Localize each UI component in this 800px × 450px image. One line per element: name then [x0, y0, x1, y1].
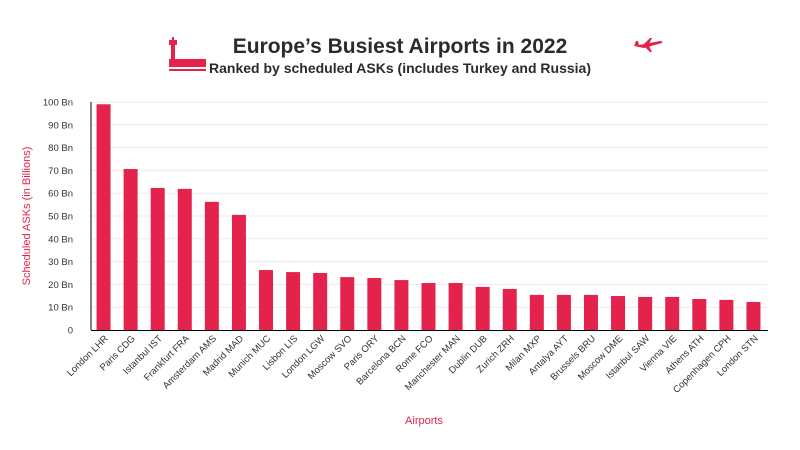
y-tick-label: 70 Bn: [48, 166, 73, 177]
bar: [529, 294, 544, 330]
bar: [719, 299, 734, 330]
y-tick-label: 40 Bn: [48, 234, 73, 245]
y-tick-label: 30 Bn: [48, 257, 73, 268]
bar: [746, 301, 761, 330]
bar: [367, 278, 382, 330]
x-axis-label: Airports: [405, 415, 443, 427]
bar: [611, 296, 626, 330]
y-tick-label: 100 Bn: [43, 98, 73, 109]
bar: [313, 273, 328, 330]
bar: [638, 296, 653, 330]
bar: [394, 280, 409, 330]
bar: [421, 283, 436, 330]
bar: [502, 288, 517, 330]
bar: [448, 283, 463, 330]
y-tick-label: 90 Bn: [48, 120, 73, 131]
bar: [123, 169, 138, 330]
control-tower-icon: [169, 37, 206, 71]
bar: [177, 188, 192, 330]
bar: [692, 298, 707, 330]
bar: [556, 294, 571, 330]
y-tick-label: 20 Bn: [48, 280, 73, 291]
y-tick-label: 10 Bn: [48, 303, 73, 314]
bar: [204, 201, 219, 330]
y-tick-label: 60 Bn: [48, 189, 73, 200]
y-axis-label: Scheduled ASKs (in Billions): [21, 147, 33, 286]
bar: [231, 214, 246, 330]
bar: [665, 296, 680, 330]
y-tick-label: 80 Bn: [48, 143, 73, 154]
bar: [150, 187, 165, 330]
chart-subtitle: Ranked by scheduled ASKs (includes Turke…: [209, 60, 591, 76]
airplane-icon: [634, 38, 663, 52]
bar: [475, 286, 490, 330]
chart-title: Europe’s Busiest Airports in 2022: [232, 35, 568, 58]
y-tick-label: 50 Bn: [48, 212, 73, 223]
bar: [259, 270, 274, 330]
bar: [340, 277, 355, 330]
bar: [583, 294, 598, 330]
bar: [286, 272, 301, 330]
y-tick-label: 0: [68, 326, 73, 337]
bar: [96, 104, 111, 330]
